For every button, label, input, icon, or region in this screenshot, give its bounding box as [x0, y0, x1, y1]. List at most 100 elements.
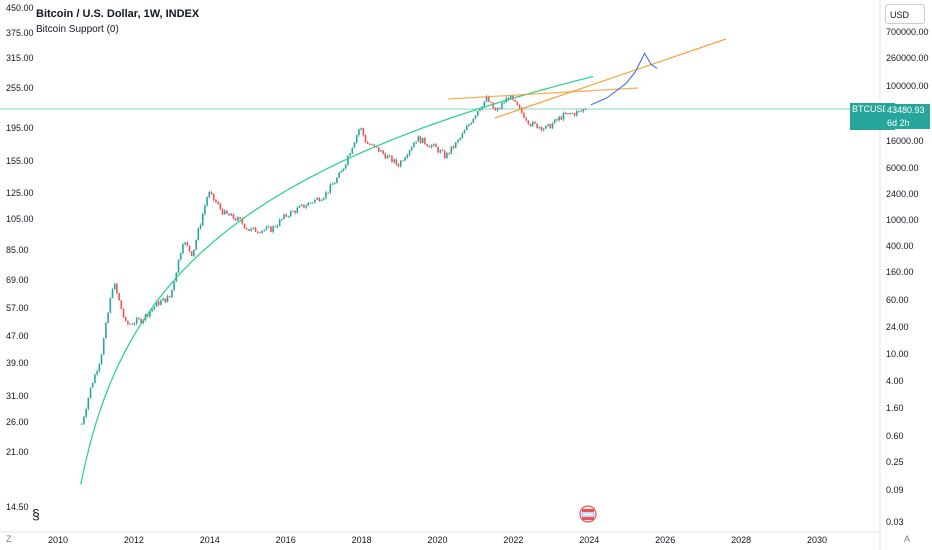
- candle-body: [391, 156, 393, 162]
- candle-body: [477, 111, 479, 115]
- candle-body: [125, 317, 127, 321]
- candle-body: [475, 115, 477, 118]
- candle-body: [466, 126, 468, 130]
- candle-body: [363, 128, 365, 135]
- candle-body: [547, 124, 549, 126]
- candle-body: [561, 117, 563, 120]
- candle-body: [129, 324, 131, 325]
- candle-body: [220, 204, 222, 209]
- candle-body: [424, 138, 426, 144]
- left-axis-tick: 69.00: [6, 275, 29, 285]
- right-axis-tick: 0.09: [886, 485, 904, 495]
- left-axis-tick: 57.00: [6, 303, 29, 313]
- log-toggle-left[interactable]: Z: [6, 534, 12, 544]
- candle-body: [578, 111, 580, 112]
- candle-body: [569, 113, 571, 114]
- candle-body: [398, 164, 400, 166]
- candle-body: [246, 228, 248, 229]
- candle-body: [374, 144, 376, 146]
- candle-body: [534, 122, 536, 124]
- time-axis[interactable]: 2010 2012 2014 2016 2018 2020 2022 2024 2026 2028…: [48, 535, 827, 545]
- candle-body: [215, 200, 217, 202]
- candle-body: [431, 145, 433, 147]
- left-axis-tick: 26.00: [6, 417, 29, 427]
- candle-body: [389, 156, 391, 157]
- candle-body: [554, 119, 556, 123]
- candle-body: [231, 214, 233, 216]
- candle-body: [114, 284, 116, 289]
- projection-path[interactable]: [591, 53, 657, 105]
- candle-body: [204, 206, 206, 214]
- candle-body: [277, 226, 279, 227]
- scroll-icon[interactable]: §: [32, 506, 40, 522]
- candle-body: [565, 113, 567, 114]
- candle-body: [550, 124, 552, 128]
- candle-body: [402, 161, 404, 162]
- candle-body: [224, 211, 226, 215]
- right-axis-tick: 24.00: [886, 322, 909, 332]
- candle-body: [519, 105, 521, 107]
- candle-body: [191, 251, 193, 256]
- candle-body: [173, 282, 175, 290]
- candle-body: [347, 156, 349, 164]
- candle-body: [189, 246, 191, 251]
- price-value: 43480.93: [885, 104, 930, 117]
- candle-body: [574, 113, 576, 115]
- candle-body: [123, 309, 125, 317]
- candle-body: [429, 146, 431, 147]
- candle-body: [184, 242, 186, 244]
- flag-icon[interactable]: [580, 506, 596, 522]
- candle-body: [455, 142, 457, 148]
- left-axis-tick: 21.00: [6, 447, 29, 457]
- candle-body: [499, 108, 501, 109]
- candle-body: [94, 374, 96, 383]
- left-axis-tick: 450.00: [6, 3, 34, 13]
- candle-body: [464, 130, 466, 133]
- candle-body: [413, 143, 415, 147]
- right-axis-tick: 260000.00: [886, 53, 929, 63]
- auto-scale-toggle[interactable]: A: [904, 534, 910, 544]
- candle-body: [305, 206, 307, 208]
- right-axis-tick: 6000.00: [886, 163, 919, 173]
- candle-body: [327, 193, 329, 194]
- right-axis[interactable]: 700000.00 260000.00 100000.00 16000.00 6000.…: [886, 27, 929, 527]
- candle-body: [418, 136, 420, 141]
- candle-body: [272, 226, 274, 232]
- candle-body: [299, 206, 301, 208]
- candle-body: [488, 97, 490, 102]
- support-curve[interactable]: [81, 77, 593, 485]
- candle-body: [281, 219, 283, 220]
- candle-body: [244, 224, 246, 228]
- candle-body: [448, 153, 450, 154]
- candle-body: [396, 159, 398, 164]
- left-axis-tick: 375.00: [6, 28, 34, 38]
- right-axis-tick: 16000.00: [886, 136, 924, 146]
- candle-body: [103, 338, 105, 354]
- candle-body: [83, 417, 85, 424]
- candle-body: [294, 211, 296, 213]
- candle-body: [169, 296, 171, 297]
- candle-body: [88, 398, 90, 409]
- time-axis-tick: 2028: [731, 535, 751, 545]
- right-axis-tick: 60.00: [886, 295, 909, 305]
- candle-body: [270, 226, 272, 231]
- candle-body: [497, 108, 499, 110]
- candle-body: [532, 122, 534, 126]
- candle-body: [580, 111, 582, 112]
- candle-body: [250, 229, 252, 231]
- candle-body: [162, 298, 164, 300]
- right-axis-tick: 160.00: [886, 267, 914, 277]
- support-trendline[interactable]: [495, 39, 726, 118]
- candle-body: [332, 184, 334, 185]
- right-axis-tick: 100000.00: [886, 81, 929, 91]
- candle-body: [303, 205, 305, 208]
- candle-body: [195, 240, 197, 249]
- candle-body: [541, 127, 543, 130]
- candle-body: [539, 127, 541, 128]
- candle-body: [180, 253, 182, 259]
- candle-body: [316, 198, 318, 200]
- candle-body: [444, 151, 446, 158]
- candle-body: [160, 301, 162, 305]
- candle-body: [367, 142, 369, 144]
